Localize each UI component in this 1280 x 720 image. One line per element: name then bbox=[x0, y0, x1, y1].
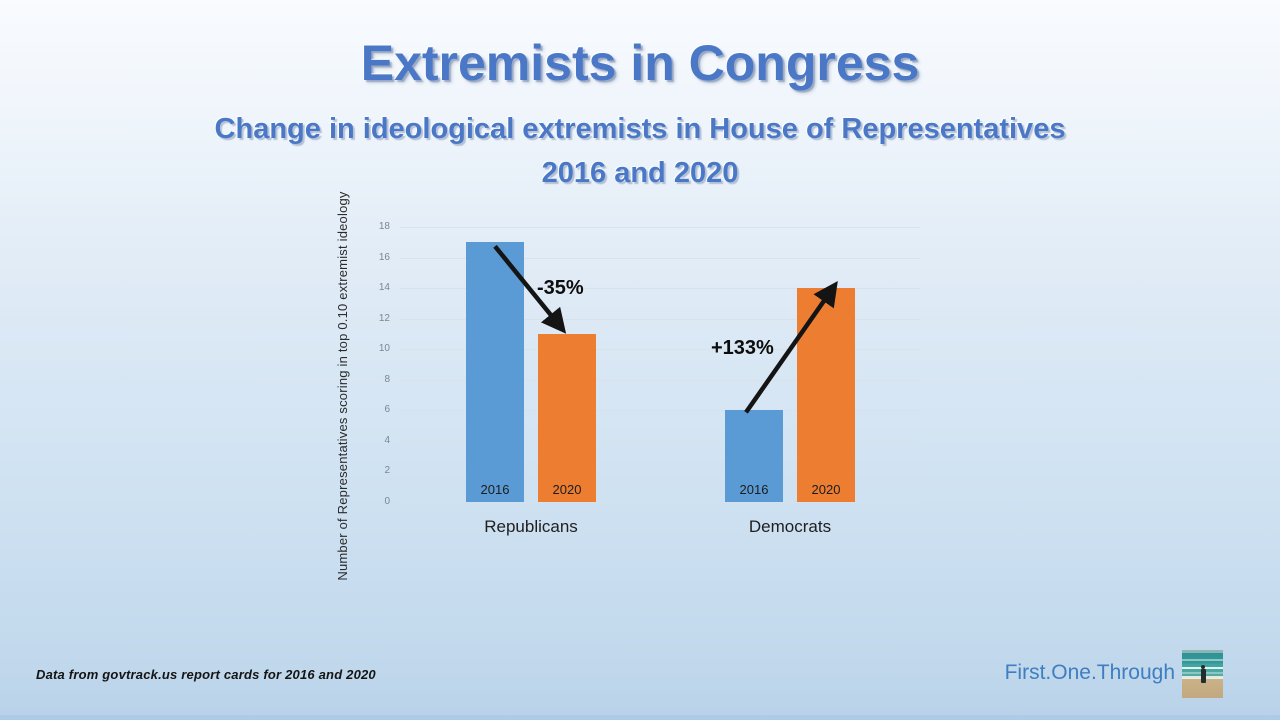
gridline bbox=[400, 379, 920, 381]
gridline bbox=[400, 288, 920, 290]
gridline bbox=[400, 502, 920, 503]
slide-subtitle-line1: Change in ideological extremists in Hous… bbox=[214, 113, 1066, 145]
y-tick-label: 14 bbox=[378, 282, 390, 294]
y-tick-label: 8 bbox=[384, 373, 390, 385]
source-note: Data from govtrack.us report cards for 2… bbox=[36, 667, 376, 682]
gridline bbox=[400, 318, 920, 320]
gridline bbox=[400, 227, 920, 228]
gridline bbox=[400, 349, 920, 351]
bar-democrats-2016: 2016 bbox=[725, 410, 783, 502]
annotation-label-democrats: +133% bbox=[711, 337, 774, 359]
bar-year-label: 2020 bbox=[552, 481, 582, 497]
bar-year-label: 2020 bbox=[811, 481, 841, 497]
gridline bbox=[400, 257, 920, 259]
slide-subtitle-line2: 2016 and 2020 bbox=[541, 157, 739, 189]
y-tick-label: 16 bbox=[378, 251, 390, 263]
bar-republicans-2016: 2016 bbox=[466, 242, 524, 502]
y-tick-label: 6 bbox=[384, 404, 390, 416]
y-tick-label: 2 bbox=[384, 465, 390, 477]
y-tick-label: 10 bbox=[378, 343, 390, 355]
y-tick-label: 0 bbox=[384, 496, 390, 507]
slide-subtitle: Change in ideological extremists in Hous… bbox=[0, 107, 1280, 195]
bar-republicans-2020: 2020 bbox=[538, 333, 596, 502]
slide-title: Extremists in Congress bbox=[360, 35, 920, 91]
bar-democrats-2020: 2020 bbox=[797, 288, 855, 502]
y-axis-title: Number of Representatives scoring in top… bbox=[335, 191, 350, 581]
group-label-republicans: Republicans bbox=[484, 517, 578, 536]
y-tick-label: 18 bbox=[378, 221, 390, 232]
y-tick-label: 4 bbox=[384, 434, 390, 446]
bar-year-label: 2016 bbox=[480, 481, 510, 497]
brand-name: First.One.Through bbox=[1004, 661, 1175, 684]
y-tick-label: 12 bbox=[378, 312, 390, 324]
person-figure-icon bbox=[1201, 664, 1206, 669]
bottom-accent-strip bbox=[0, 715, 1280, 720]
beach-person-photo bbox=[1182, 650, 1223, 698]
person-figure-icon bbox=[1200, 669, 1206, 684]
gridline bbox=[400, 440, 920, 442]
group-label-democrats: Democrats bbox=[748, 517, 832, 536]
bar-year-label: 2016 bbox=[739, 481, 769, 497]
gridline bbox=[400, 471, 920, 473]
annotation-label-republicans: -35% bbox=[537, 277, 584, 299]
gridline bbox=[400, 410, 920, 412]
